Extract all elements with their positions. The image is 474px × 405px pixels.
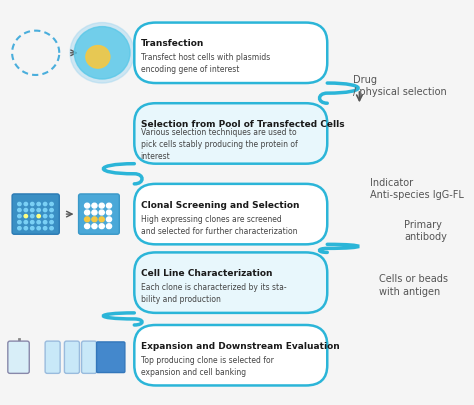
Circle shape [92, 204, 97, 209]
FancyBboxPatch shape [134, 23, 327, 84]
Circle shape [44, 215, 47, 218]
Circle shape [92, 224, 97, 229]
Circle shape [84, 217, 90, 222]
Circle shape [99, 204, 104, 209]
Circle shape [44, 203, 47, 206]
FancyBboxPatch shape [134, 253, 327, 313]
Text: Various selection techniques are used to
pick cells stably producing the protein: Various selection techniques are used to… [141, 128, 298, 160]
Circle shape [24, 209, 27, 212]
Circle shape [37, 203, 40, 206]
Circle shape [74, 28, 130, 80]
Text: Each clone is characterized by its sta-
bility and production: Each clone is characterized by its sta- … [141, 283, 286, 303]
Text: Indicator
Anti-species IgG-FL: Indicator Anti-species IgG-FL [370, 177, 464, 200]
Circle shape [30, 215, 34, 218]
Circle shape [99, 217, 104, 222]
FancyBboxPatch shape [8, 341, 29, 373]
Text: Primary
antibody: Primary antibody [404, 220, 447, 242]
FancyBboxPatch shape [97, 342, 125, 373]
Text: Cell Line Characterization: Cell Line Characterization [141, 269, 272, 277]
Circle shape [30, 203, 34, 206]
Circle shape [37, 215, 40, 218]
Circle shape [24, 221, 27, 224]
FancyBboxPatch shape [134, 325, 327, 386]
Circle shape [92, 211, 97, 215]
Circle shape [84, 204, 90, 209]
Circle shape [24, 203, 27, 206]
Circle shape [50, 227, 53, 230]
Circle shape [92, 217, 97, 222]
Text: Expansion and Downstream Evaluation: Expansion and Downstream Evaluation [141, 341, 339, 350]
Circle shape [107, 224, 111, 229]
Text: Drug
/ physical selection: Drug / physical selection [353, 75, 447, 97]
Circle shape [107, 211, 111, 215]
Circle shape [50, 221, 53, 224]
Text: Cells or beads
with antigen: Cells or beads with antigen [379, 274, 448, 296]
Circle shape [18, 221, 21, 224]
FancyBboxPatch shape [82, 341, 97, 373]
Circle shape [44, 209, 47, 212]
FancyBboxPatch shape [45, 341, 60, 373]
Circle shape [107, 217, 111, 222]
Circle shape [99, 211, 104, 215]
Circle shape [86, 47, 110, 69]
FancyBboxPatch shape [134, 184, 327, 245]
FancyBboxPatch shape [134, 104, 327, 164]
Circle shape [24, 215, 27, 218]
Circle shape [37, 209, 40, 212]
Circle shape [50, 209, 53, 212]
Circle shape [18, 227, 21, 230]
FancyBboxPatch shape [79, 194, 119, 234]
Circle shape [84, 211, 90, 215]
FancyBboxPatch shape [12, 194, 59, 234]
Circle shape [44, 221, 47, 224]
FancyBboxPatch shape [64, 341, 80, 373]
Circle shape [37, 227, 40, 230]
Circle shape [70, 23, 134, 84]
Circle shape [30, 227, 34, 230]
Circle shape [30, 209, 34, 212]
Circle shape [107, 204, 111, 209]
Circle shape [44, 227, 47, 230]
Text: High expressing clones are screened
and selected for further characterization: High expressing clones are screened and … [141, 214, 297, 235]
Circle shape [24, 227, 27, 230]
Circle shape [50, 203, 53, 206]
Circle shape [50, 215, 53, 218]
Circle shape [18, 203, 21, 206]
Text: Selection from Pool of Transfected Cells: Selection from Pool of Transfected Cells [141, 119, 345, 128]
Text: Clonal Screening and Selection: Clonal Screening and Selection [141, 200, 299, 209]
Circle shape [37, 221, 40, 224]
Circle shape [18, 215, 21, 218]
Text: Transfect host cells with plasmids
encoding gene of interest: Transfect host cells with plasmids encod… [141, 53, 270, 74]
Circle shape [84, 224, 90, 229]
Circle shape [18, 209, 21, 212]
Text: Transfection: Transfection [141, 39, 204, 48]
Circle shape [99, 224, 104, 229]
Text: Top producing clone is selected for
expansion and cell banking: Top producing clone is selected for expa… [141, 355, 273, 376]
Circle shape [30, 221, 34, 224]
